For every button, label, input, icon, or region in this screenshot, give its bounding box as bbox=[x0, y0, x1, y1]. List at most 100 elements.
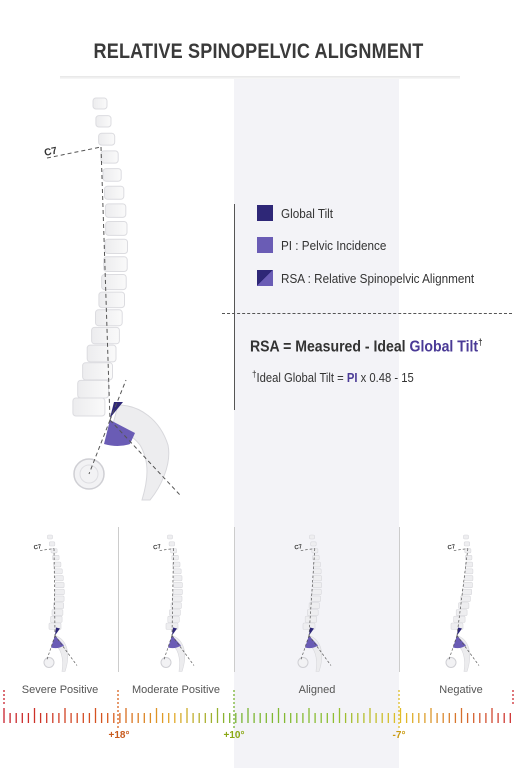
pelvic-incidence-wedge bbox=[305, 635, 318, 649]
threshold-negative: -7° bbox=[392, 730, 406, 741]
vertebra bbox=[100, 150, 119, 164]
small-spine-illustrations: C7 C7 C7 C7 bbox=[33, 534, 480, 672]
vertebra bbox=[465, 561, 473, 568]
c7-label: C7 bbox=[43, 145, 58, 159]
legend-divider bbox=[234, 204, 235, 410]
vertebra bbox=[464, 554, 473, 561]
global-tilt-wedge bbox=[110, 402, 123, 418]
femoral-head bbox=[43, 657, 55, 668]
legend-label: Global Tilt bbox=[281, 205, 334, 221]
note-dagger: † bbox=[252, 369, 257, 379]
vertebra bbox=[308, 602, 320, 609]
legend-item-rsa: RSA : Relative Spinopelvic Alignment bbox=[257, 270, 496, 286]
vertebra bbox=[53, 561, 62, 568]
vertebra bbox=[171, 595, 183, 602]
vertebra bbox=[169, 609, 181, 616]
rsa-swatch bbox=[257, 270, 273, 286]
c7-line bbox=[159, 548, 174, 551]
vertebrae-column bbox=[72, 97, 128, 417]
threshold-moderate: +10° bbox=[223, 730, 245, 741]
vertebra bbox=[464, 568, 474, 575]
rsa-formula: RSA = Measured - Ideal Global Tilt† bbox=[250, 337, 482, 356]
vertebra bbox=[104, 238, 128, 254]
vertebra bbox=[455, 609, 468, 616]
plumb-line bbox=[53, 548, 56, 636]
vertebra bbox=[450, 622, 464, 630]
vertebra bbox=[172, 561, 181, 568]
note-text: Ideal Global Tilt = bbox=[256, 371, 347, 386]
vertebra bbox=[304, 615, 318, 623]
vertebra bbox=[104, 185, 125, 200]
vertebra bbox=[92, 97, 108, 110]
vertebra bbox=[463, 534, 469, 540]
vertebra bbox=[309, 534, 315, 540]
vertebra bbox=[172, 588, 183, 596]
threshold-severe: +18° bbox=[108, 730, 130, 741]
vertebra bbox=[312, 582, 322, 589]
category-severe-positive: Severe Positive bbox=[21, 684, 99, 696]
vertebra bbox=[91, 326, 120, 345]
pelvic-incidence-wedge bbox=[168, 635, 181, 649]
vertebra bbox=[50, 615, 63, 623]
vertebra bbox=[168, 541, 175, 547]
vertebra bbox=[173, 582, 183, 589]
vertebra bbox=[72, 397, 106, 417]
vertebra bbox=[47, 534, 53, 540]
small-spine-figure: C7 bbox=[294, 534, 332, 672]
vertebra bbox=[171, 554, 179, 561]
vertebra bbox=[313, 568, 322, 575]
vertebra bbox=[306, 609, 319, 616]
c7-label: C7 bbox=[294, 544, 303, 551]
femoral-head bbox=[160, 657, 172, 668]
c7-line bbox=[300, 548, 315, 551]
note-accent: PI bbox=[346, 371, 358, 386]
large-spine-illustration: C7 bbox=[43, 97, 181, 501]
title-underline bbox=[60, 76, 460, 79]
plumb-line bbox=[456, 548, 469, 636]
column-divider bbox=[234, 527, 235, 672]
vertebra bbox=[101, 274, 127, 291]
column-divider bbox=[118, 527, 119, 672]
sacral-line bbox=[456, 635, 480, 666]
pelvic-incidence-swatch bbox=[257, 237, 273, 253]
page-title: RELATIVE SPINOPELVIC ALIGNMENT bbox=[93, 40, 424, 63]
global-tilt-wedge bbox=[55, 627, 60, 636]
vertebra bbox=[463, 582, 473, 589]
vertebra bbox=[51, 609, 64, 616]
vertebra bbox=[54, 582, 65, 589]
vertebra bbox=[167, 534, 173, 540]
plumb-line bbox=[171, 548, 174, 636]
vertebra bbox=[462, 588, 472, 596]
vertebra bbox=[54, 575, 64, 582]
vertebra bbox=[52, 554, 60, 561]
vertebra bbox=[464, 575, 474, 582]
legend-label: PI : Pelvic Incidence bbox=[281, 237, 387, 253]
global-tilt-wedge bbox=[172, 627, 177, 636]
vertebra bbox=[173, 568, 182, 575]
sacral-line bbox=[308, 635, 332, 666]
vertebra bbox=[312, 554, 320, 561]
pelvic-incidence-wedge bbox=[104, 420, 135, 446]
vertebra bbox=[98, 291, 126, 309]
vertebra bbox=[53, 595, 65, 602]
vertebra bbox=[167, 615, 180, 623]
formula-text: RSA = Measured - Ideal bbox=[250, 338, 410, 356]
small-spine-figure: C7 bbox=[33, 534, 78, 672]
vertebra bbox=[170, 602, 182, 609]
ideal-tilt-note: †Ideal Global Tilt = PI x 0.48 - 15 bbox=[252, 369, 414, 385]
formula-dagger: † bbox=[478, 337, 483, 347]
global-tilt-wedge bbox=[309, 627, 314, 636]
vertebra bbox=[95, 309, 123, 327]
c7-line bbox=[453, 548, 468, 551]
vertebra bbox=[77, 379, 110, 399]
plumb-line bbox=[308, 548, 316, 636]
vertebra bbox=[302, 622, 316, 630]
vertebra bbox=[52, 602, 64, 609]
vertebra bbox=[98, 132, 116, 146]
legend-separator bbox=[222, 313, 512, 314]
category-aligned: Aligned bbox=[298, 684, 336, 696]
vertebra bbox=[311, 588, 322, 596]
category-moderate-positive: Moderate Positive bbox=[131, 684, 221, 696]
c7-label: C7 bbox=[33, 544, 42, 551]
legend-item-pelvic-incidence: PI : Pelvic Incidence bbox=[257, 237, 398, 253]
